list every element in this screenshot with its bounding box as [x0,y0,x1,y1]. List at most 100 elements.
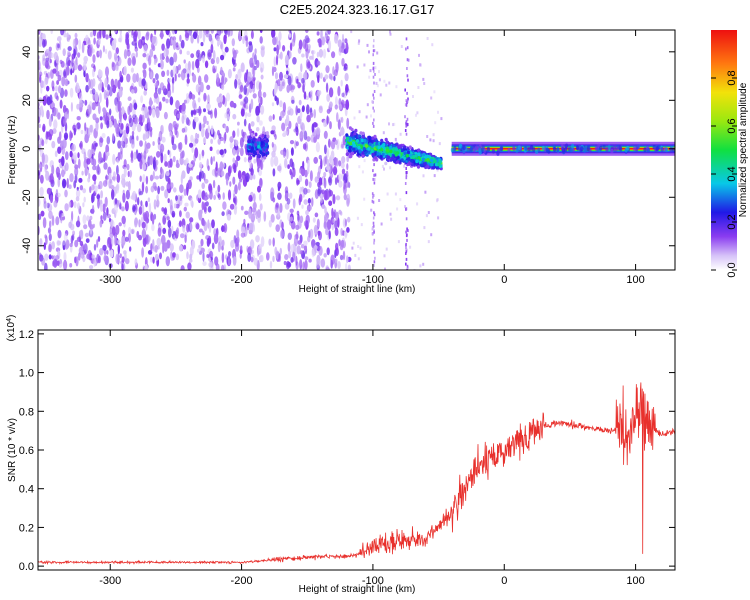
heatmap-cell [405,262,407,266]
heatmap-cell [252,202,257,210]
heatmap-cell [112,133,115,142]
heatmap-cell [255,235,260,243]
heatmap-cell [76,202,81,210]
heatmap-cell [171,134,175,141]
heatmap-cell [380,138,384,143]
heatmap-cell [330,74,333,81]
heatmap-cell [147,121,152,129]
heatmap-cell [282,102,286,113]
heatmap-cell [371,192,374,196]
heatmap-cell [161,43,165,51]
heatmap-cell [320,30,323,40]
heatmap-cell [225,178,229,186]
heatmap-cell [372,200,375,204]
heatmap-cell [142,62,147,70]
heatmap-cell [48,117,52,127]
heatmap-cell [134,116,139,125]
heatmap-cell [422,262,425,266]
heatmap-cell [204,60,209,69]
heatmap-cell [122,229,126,237]
heatmap-cell [277,165,282,172]
heatmap-cell [48,210,53,220]
heatmap-cell [227,68,232,79]
heatmap-cell [406,146,408,149]
heatmap-cell [132,73,137,83]
heatmap-cell [406,268,408,270]
heatmap-cell [318,155,322,160]
heatmap-cell [553,147,557,152]
heatmap-cell [83,243,88,255]
heatmap-cell [406,150,411,155]
heatmap-cell [165,256,170,267]
heatmap-cell [374,256,376,260]
heatmap-cell [179,156,184,166]
heatmap-cell [257,248,262,255]
heatmap-cell [368,50,370,54]
heatmap-cell [323,171,327,178]
heatmap-cell [100,190,103,199]
heatmap-cell [141,78,146,87]
heatmap-cell [169,243,174,252]
heatmap-cell [132,190,137,201]
heatmap-cell [360,138,364,143]
heatmap-cell [372,194,375,197]
heatmap-cell [354,134,358,139]
heatmap-cell [119,253,122,259]
heatmap-cell [109,108,112,116]
heatmap-cell [95,117,100,124]
heatmap-cell [102,107,106,113]
heatmap-cell [142,134,147,141]
heatmap-cell [416,111,419,115]
heatmap-cell [347,216,351,223]
heatmap-cell [52,68,57,74]
heatmap-cell [340,227,343,236]
heatmap-cell [340,162,345,169]
heatmap-cell [333,75,336,82]
heatmap-cell [626,145,630,151]
x-tick-label: -200 [231,575,253,587]
heatmap-cell [357,146,361,150]
heatmap-cell [175,195,178,201]
heatmap-cell [201,219,206,227]
heatmap-cell [405,230,407,234]
heatmap-cell [146,142,151,149]
heatmap-cell [272,168,276,177]
heatmap-cell [174,73,177,82]
heatmap-cell [66,178,69,189]
heatmap-cell [236,155,241,161]
heatmap-cell [279,100,283,108]
heatmap-cell [289,208,294,213]
heatmap-cell [613,147,618,153]
heatmap-cell [315,241,320,246]
heatmap-cell [201,126,205,138]
heatmap-cell [97,198,100,209]
heatmap-cell [212,50,216,61]
heatmap-cell [127,96,132,101]
heatmap-cell [133,30,138,38]
heatmap-cell [382,131,385,135]
heatmap-cell [43,197,46,204]
heatmap-cell [330,139,336,150]
heatmap-cell [386,155,391,159]
heatmap-cell [334,139,338,145]
heatmap-cell [131,30,134,36]
heatmap-cell [334,249,337,259]
heatmap-cell [197,97,201,103]
heatmap-cell [202,261,207,266]
heatmap-cell [196,108,200,113]
heatmap-cell [121,236,126,247]
heatmap-cell [408,153,412,157]
heatmap-cell [373,260,376,264]
heatmap-cell [133,102,138,110]
heatmap-cell [342,38,345,45]
heatmap-cell [42,95,47,106]
heatmap-cell [117,244,121,255]
heatmap-cell [211,242,215,250]
heatmap-cell [232,113,237,120]
heatmap-cell [248,229,253,235]
heatmap-cell [166,69,170,77]
heatmap-cell [394,137,397,141]
heatmap-cell [51,140,56,149]
heatmap-cell [374,66,377,70]
heatmap-cell [281,122,286,132]
